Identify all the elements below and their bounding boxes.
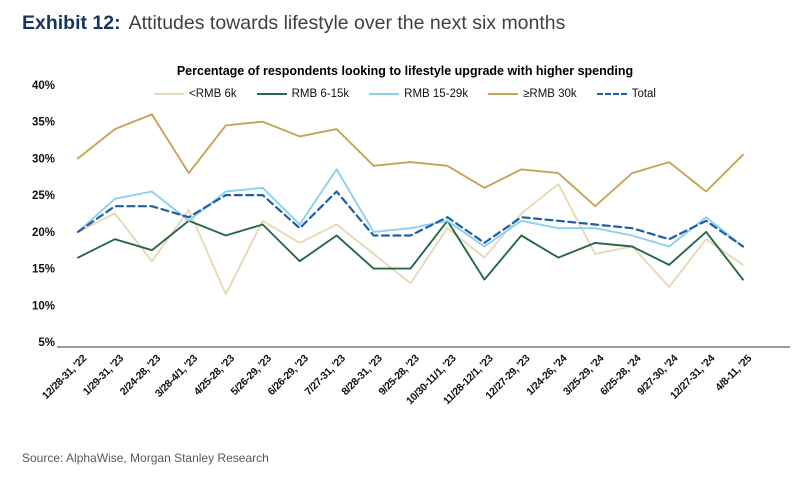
legend-swatch xyxy=(596,93,627,95)
legend-label: <RMB 6k xyxy=(189,88,237,100)
series-line xyxy=(77,168,744,248)
exhibit-title-row: Exhibit 12: Attitudes towards lifestyle o… xyxy=(22,10,792,36)
x-axis-label: 12/28-31, '22 xyxy=(40,352,90,402)
y-axis-label: 25% xyxy=(32,190,55,202)
exhibit-label: Exhibit 12: xyxy=(22,12,121,34)
legend-swatch xyxy=(488,93,519,95)
page-title: Attitudes towards lifestyle over the nex… xyxy=(128,12,566,34)
y-axis-label: 40% xyxy=(32,80,55,92)
legend-label: RMB 6-15k xyxy=(291,88,350,100)
legend-swatch xyxy=(154,93,184,95)
chart-legend: <RMB 6k RMB 6-15k RMB 15-29k ≥RMB 30k Total xyxy=(60,88,750,100)
legend-label: RMB 15-29k xyxy=(404,88,469,100)
chart-title: Percentage of respondents looking to lif… xyxy=(176,64,634,78)
series-line xyxy=(76,190,745,248)
y-axis-label: 30% xyxy=(32,153,55,165)
legend-item: Total xyxy=(596,88,656,100)
series-line xyxy=(77,113,744,208)
y-axis-label: 10% xyxy=(32,300,55,312)
source-note: Source: AlphaWise, Morgan Stanley Resear… xyxy=(22,451,269,465)
y-axis-label: 20% xyxy=(32,227,55,239)
x-axis-label: 4/8-11, '25 xyxy=(713,352,754,393)
legend-item: <RMB 6k xyxy=(154,88,237,100)
legend-label: ≥RMB 30k xyxy=(523,88,577,100)
legend-label: Total xyxy=(631,88,656,100)
legend-item: RMB 15-29k xyxy=(369,88,468,100)
y-axis-label: 5% xyxy=(38,337,55,349)
legend-swatch xyxy=(256,93,287,95)
y-axis-label: 35% xyxy=(32,117,55,129)
y-axis-label: 15% xyxy=(32,264,55,276)
legend-swatch xyxy=(369,93,400,95)
legend-item: ≥RMB 30k xyxy=(488,88,577,100)
legend-item: RMB 6-15k xyxy=(256,88,350,100)
series-line xyxy=(77,219,744,281)
